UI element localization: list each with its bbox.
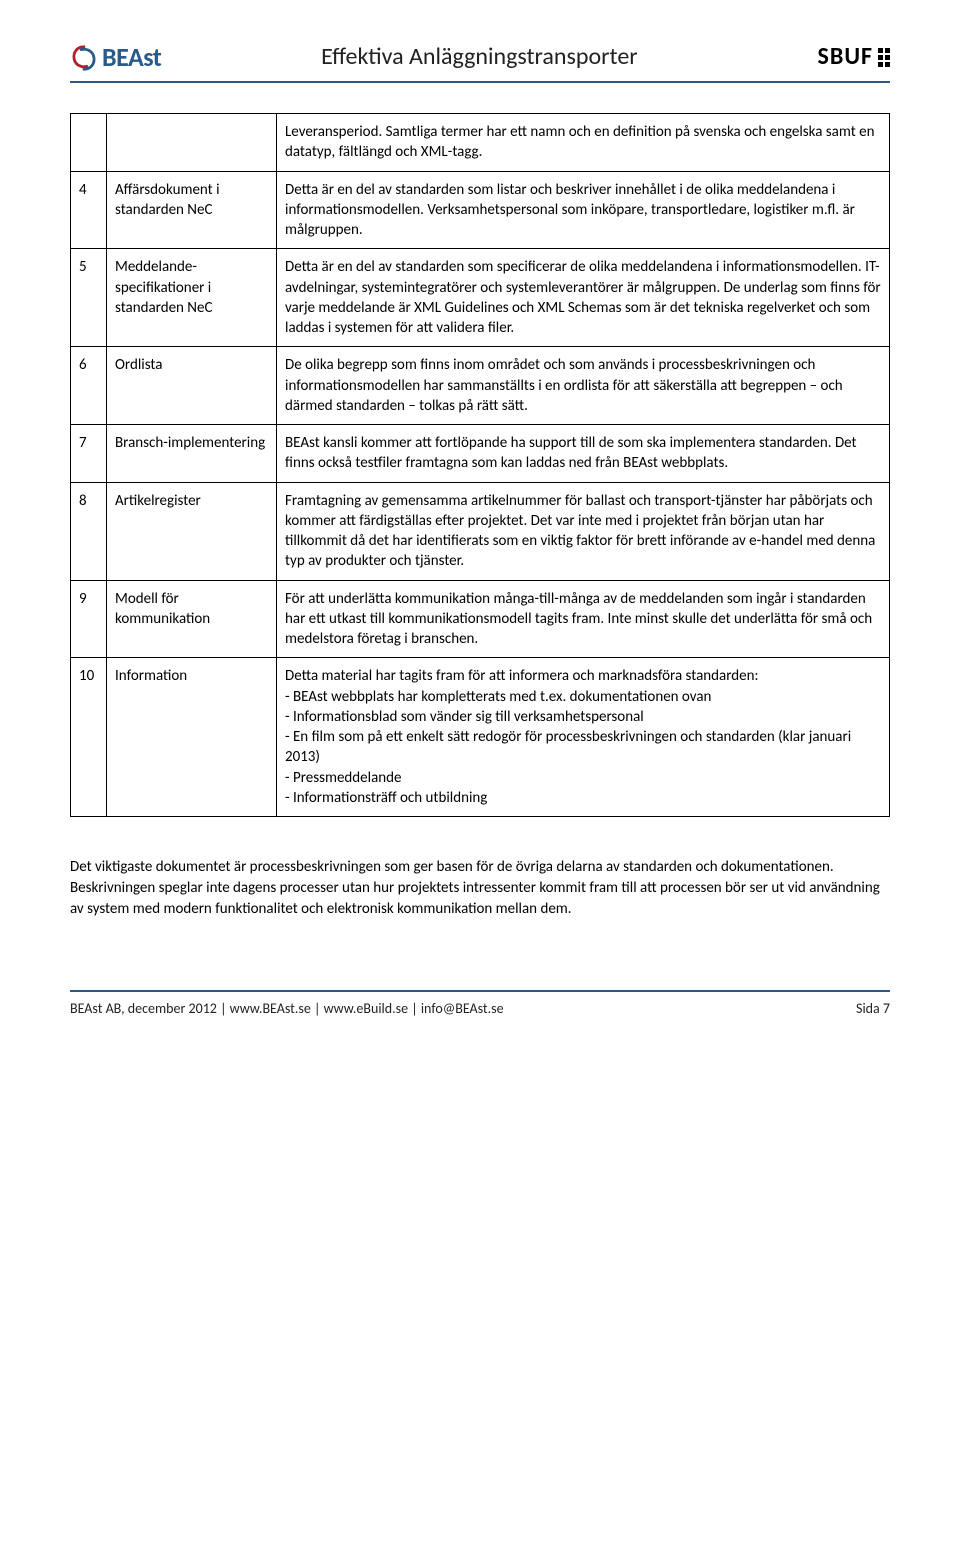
footer-right: Sida 7 [856,1000,890,1019]
row-label: Ordlista [107,347,277,425]
table-row: 10 Information Detta material har tagits… [71,658,890,817]
row-label: Meddelande-specifikationer i standarden … [107,249,277,347]
logo-right: SBUF [818,41,890,73]
table-body: Leveransperiod. Samtliga termer har ett … [71,114,890,817]
page-header: BEAst Effektiva Anläggningstransporter S… [70,40,890,83]
footer-left: BEAst AB, december 2012 | www.BEAst.se |… [70,1000,504,1019]
row-desc: Detta är en del av standarden som specif… [277,249,890,347]
row-label: Affärsdokument i standarden NeC [107,171,277,249]
table-row: 6 Ordlista De olika begrepp som finns in… [71,347,890,425]
row-desc: De olika begrepp som finns inom området … [277,347,890,425]
page-title: Effektiva Anläggningstransporter [141,41,817,73]
beast-swirl-icon [70,44,98,72]
table-row: 5 Meddelande-specifikationer i standarde… [71,249,890,347]
row-number: 7 [71,425,107,483]
row-number: 6 [71,347,107,425]
page: BEAst Effektiva Anläggningstransporter S… [0,0,960,1049]
page-footer: BEAst AB, december 2012 | www.BEAst.se |… [70,990,890,1019]
table-row: 9 Modell för kommunikation För att under… [71,580,890,658]
sbuf-dots-icon [878,48,890,67]
row-desc: Leveransperiod. Samtliga termer har ett … [277,114,890,172]
row-number: 8 [71,482,107,580]
row-desc: Detta är en del av standarden som listar… [277,171,890,249]
row-desc: BEAst kansli kommer att fortlöpande ha s… [277,425,890,483]
content-table: Leveransperiod. Samtliga termer har ett … [70,113,890,817]
row-label: Information [107,658,277,817]
row-number: 10 [71,658,107,817]
table-row: Leveransperiod. Samtliga termer har ett … [71,114,890,172]
row-label: Modell för kommunikation [107,580,277,658]
row-desc: För att underlätta kommunikation många-t… [277,580,890,658]
logo-right-text: SBUF [818,41,873,73]
row-label [107,114,277,172]
row-number: 9 [71,580,107,658]
body-paragraph: Det viktigaste dokumentet är processbesk… [70,857,890,920]
table-row: 8 Artikelregister Framtagning av gemensa… [71,482,890,580]
row-label: Artikelregister [107,482,277,580]
row-number: 5 [71,249,107,347]
row-label: Bransch-implementering [107,425,277,483]
row-desc: Detta material har tagits fram för att i… [277,658,890,817]
row-desc: Framtagning av gemensamma artikelnummer … [277,482,890,580]
row-number [71,114,107,172]
row-number: 4 [71,171,107,249]
table-row: 4 Affärsdokument i standarden NeC Detta … [71,171,890,249]
table-row: 7 Bransch-implementering BEAst kansli ko… [71,425,890,483]
